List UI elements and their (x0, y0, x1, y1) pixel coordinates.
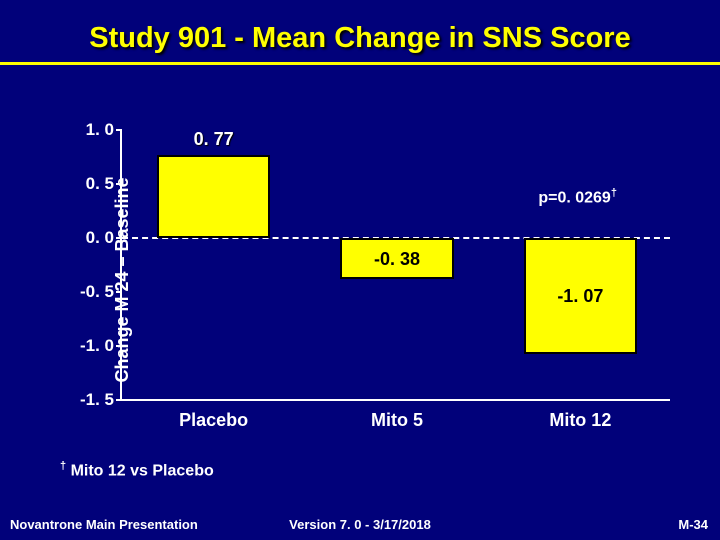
footer-center: Version 7. 0 - 3/17/2018 (289, 517, 431, 532)
plot-area: p=0. 0269† 1. 00. 50. 0-0. 5-1. 0-1. 50.… (120, 130, 670, 400)
y-tick-label: 0. 0 (86, 228, 114, 248)
y-tick-label: 1. 0 (86, 120, 114, 140)
category-label: Mito 5 (371, 410, 423, 431)
p-value-annotation: p=0. 0269† (538, 187, 617, 207)
bar-value-label: 0. 77 (194, 129, 234, 150)
slide-title: Study 901 - Mean Change in SNS Score (0, 22, 720, 55)
y-tick-label: -1. 0 (80, 336, 114, 356)
chart-container: Change M 24 – Baseline p=0. 0269† 1. 00.… (80, 130, 670, 430)
bar-value-label: -0. 38 (374, 249, 420, 270)
y-tick-mark (116, 345, 122, 347)
title-underline (0, 62, 720, 65)
y-tick-label: 0. 5 (86, 174, 114, 194)
category-label: Placebo (179, 410, 248, 431)
footer-right: M-34 (678, 517, 708, 532)
y-tick-mark (116, 129, 122, 131)
y-tick-mark (116, 291, 122, 293)
category-label: Mito 12 (549, 410, 611, 431)
p-value-text: p=0. 0269 (538, 189, 611, 206)
y-tick-label: -0. 5 (80, 282, 114, 302)
footnote: † Mito 12 vs Placebo (60, 460, 214, 480)
y-tick-mark (116, 183, 122, 185)
p-value-dagger: † (611, 187, 617, 199)
bar-value-label: -1. 07 (557, 286, 603, 307)
footnote-text: Mito 12 vs Placebo (66, 462, 214, 479)
bottom-axis-line (122, 399, 670, 401)
footer-left: Novantrone Main Presentation (10, 517, 198, 532)
y-tick-label: -1. 5 (80, 390, 114, 410)
bar (157, 155, 271, 238)
